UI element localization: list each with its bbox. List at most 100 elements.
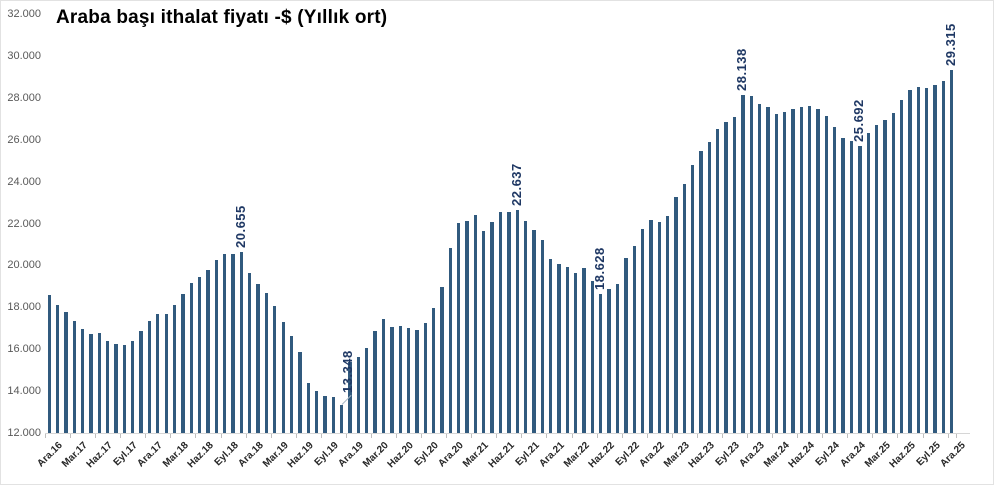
data-label: 29.315	[943, 23, 959, 67]
x-axis-tick-label: Eyl.22	[613, 440, 642, 469]
x-axis-tick-label: Haz.22	[586, 440, 617, 471]
x-axis-tick-label: Haz.21	[486, 440, 517, 471]
bar	[273, 305, 277, 433]
bar	[933, 84, 937, 433]
x-axis-tick-label: Eyl.19	[312, 440, 341, 469]
x-axis-tick	[471, 434, 473, 438]
bar	[465, 221, 469, 433]
bar	[891, 113, 895, 433]
x-axis-tick-label: Eyl.24	[814, 440, 843, 469]
bar	[640, 228, 645, 433]
bar	[599, 294, 603, 433]
bar	[766, 106, 770, 433]
bar	[172, 305, 177, 433]
bar	[665, 216, 670, 433]
bar	[607, 289, 611, 433]
x-axis-tick-label: Haz.18	[185, 440, 216, 471]
bar	[64, 311, 68, 433]
bar	[749, 95, 753, 433]
bar	[80, 329, 85, 433]
x-axis-tick	[195, 434, 197, 438]
bar	[874, 125, 879, 433]
x-axis-tick	[120, 434, 122, 438]
bar	[649, 219, 653, 433]
bar	[473, 215, 478, 433]
y-axis-tick-label: 18.000	[7, 301, 41, 314]
x-axis-tick	[270, 434, 272, 438]
x-axis-tick-label: Ara.23	[737, 440, 767, 470]
bar	[181, 293, 185, 433]
x-axis-tick-label: Mar.18	[160, 440, 191, 470]
y-axis-tick-label: 32.000	[7, 8, 41, 20]
bar	[741, 94, 745, 433]
bar	[490, 222, 494, 433]
x-axis-tick	[797, 434, 799, 438]
bar	[189, 283, 193, 433]
bar	[808, 105, 812, 433]
x-axis-tick-label: Ara.20	[436, 440, 467, 470]
x-axis-tick	[646, 434, 648, 438]
bar	[565, 267, 570, 433]
x-axis-line	[45, 433, 970, 434]
x-axis-tick	[621, 434, 623, 438]
bar	[925, 88, 929, 433]
bar	[114, 344, 118, 433]
bar	[615, 284, 620, 433]
bar	[523, 220, 528, 433]
x-axis-tick-label: Mar.19	[260, 440, 291, 470]
bar	[883, 119, 887, 433]
bar	[824, 115, 829, 433]
bar	[106, 340, 110, 433]
bar	[833, 127, 837, 433]
data-label: 25.692	[851, 99, 867, 143]
x-axis-tick	[956, 434, 957, 438]
x-axis-tick	[145, 434, 147, 438]
x-axis-tick	[496, 434, 498, 438]
x-axis-tick	[822, 434, 824, 438]
x-axis-tick	[295, 434, 297, 438]
bar	[381, 319, 386, 433]
bar	[264, 293, 269, 433]
bar	[164, 314, 168, 433]
bar	[239, 251, 244, 433]
x-axis-tick	[947, 434, 949, 438]
x-axis-tick-label: Eyl.25	[914, 440, 943, 469]
bar	[540, 240, 544, 433]
x-axis-tick-label: Mar.22	[561, 440, 592, 470]
bar	[248, 273, 252, 433]
x-axis-tick	[922, 434, 924, 438]
bar	[223, 254, 227, 433]
x-axis-tick-label: Mar.20	[361, 440, 391, 470]
bar	[699, 151, 703, 433]
x-axis-tick-label: Ara.18	[236, 440, 266, 470]
x-axis-tick-label: Mar.24	[762, 440, 793, 470]
x-axis-tick-label: Haz.25	[887, 440, 918, 471]
bar	[498, 211, 503, 433]
bar	[900, 100, 904, 433]
bar	[448, 247, 452, 433]
bar	[206, 270, 210, 433]
x-axis-tick-label: Eyl.18	[212, 440, 241, 469]
bar	[849, 140, 854, 433]
x-axis-tick-label: Mar.17	[60, 440, 91, 470]
x-axis-tick-label: Ara.21	[537, 440, 567, 470]
bar	[657, 222, 661, 433]
bar	[97, 333, 101, 433]
data-label: 13.348	[339, 349, 355, 393]
bar	[757, 104, 762, 433]
bar	[507, 211, 511, 433]
x-axis-tick	[370, 434, 372, 438]
x-axis-tick-label: Haz.17	[84, 440, 116, 471]
bar	[47, 294, 51, 433]
data-label: 28.138	[734, 48, 750, 91]
x-axis-tick-label: Eyl.21	[513, 440, 542, 469]
x-axis-tick-label: Mar.23	[661, 440, 692, 470]
x-axis-tick	[70, 434, 72, 438]
x-axis-tick-label: Mar.25	[862, 440, 893, 470]
bar	[682, 183, 687, 433]
chart-title: Araba başı ithalat fiyatı -$ (Yıllık ort…	[56, 7, 388, 28]
bar	[365, 347, 369, 433]
x-axis-tick	[396, 434, 398, 438]
bar	[916, 87, 921, 433]
